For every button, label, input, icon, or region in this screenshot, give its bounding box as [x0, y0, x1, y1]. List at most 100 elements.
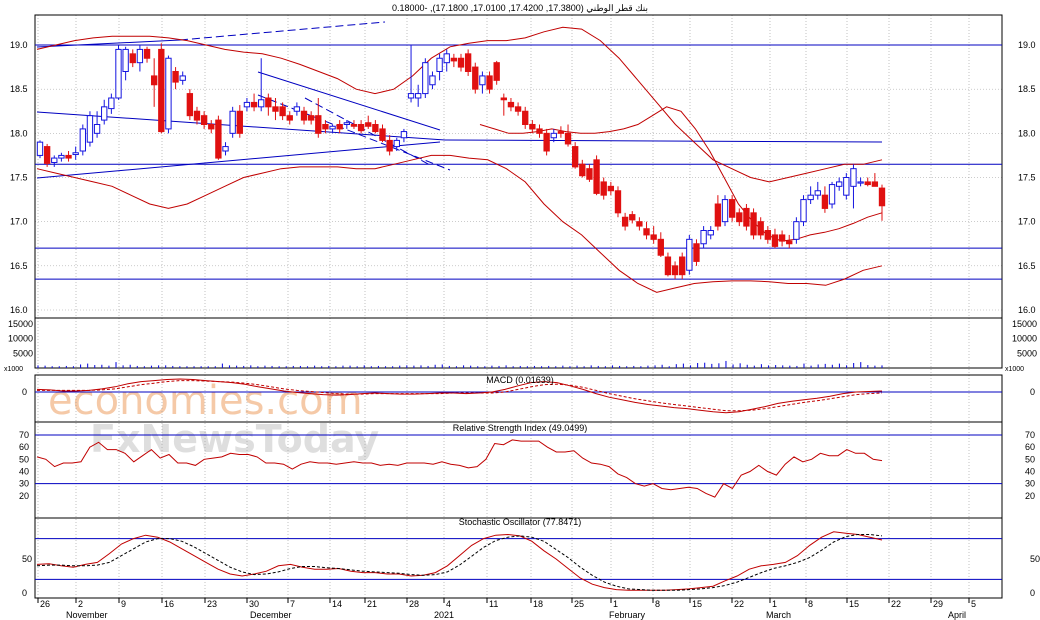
- candle-body: [365, 122, 372, 127]
- price-tick-label-right: 17.5: [1018, 173, 1036, 183]
- candle-body: [443, 53, 450, 64]
- candle-body: [529, 124, 536, 130]
- price-tick-label-right: 18.5: [1018, 84, 1036, 94]
- candlesticks: [36, 43, 886, 280]
- date-tick-label: 25: [574, 599, 584, 609]
- candle-body: [93, 124, 101, 134]
- candle-body: [857, 181, 864, 184]
- candle-body: [564, 132, 572, 145]
- candle-body: [522, 110, 529, 125]
- candle-body: [664, 256, 672, 276]
- candle-body: [543, 132, 550, 152]
- rsi-tick-label-right: 60: [1025, 442, 1035, 452]
- candle-body: [871, 181, 879, 187]
- price-tick-label-left: 16.0: [10, 305, 28, 315]
- candle-body: [750, 212, 757, 236]
- date-tick-label: 9: [121, 599, 126, 609]
- rsi-tick-label-right: 30: [1025, 479, 1035, 489]
- candle-body: [72, 152, 79, 156]
- macd-signal-line: [37, 380, 883, 412]
- candle-body: [386, 139, 393, 152]
- volume-unit-left: x1000: [4, 366, 23, 373]
- candle-body: [486, 75, 493, 90]
- candle-body: [143, 48, 151, 59]
- date-tick-label: 29: [933, 599, 943, 609]
- candle-body: [557, 131, 565, 134]
- candle-body: [700, 230, 707, 245]
- candle-body: [51, 157, 58, 163]
- trendline: [444, 139, 883, 143]
- candle-body: [493, 62, 500, 81]
- rsi-tick-label-left: 60: [19, 442, 29, 452]
- candle-body: [679, 256, 686, 276]
- watermark: economies.com FxNewsToday: [48, 378, 379, 461]
- candle-body: [101, 106, 108, 121]
- candle-body: [707, 230, 714, 236]
- date-tick-label: 26: [40, 599, 50, 609]
- candle-body: [422, 62, 429, 95]
- candle-body: [172, 71, 179, 83]
- candle-body: [472, 66, 479, 90]
- price-tick-label-left: 18.0: [10, 128, 28, 138]
- candle-body: [757, 221, 764, 236]
- candle-body: [721, 199, 729, 223]
- price-tick-label-right: 16.0: [1018, 305, 1036, 315]
- candle-body: [450, 57, 458, 62]
- candle-body: [186, 93, 194, 117]
- candle-body: [864, 181, 871, 186]
- candle-body: [429, 75, 436, 86]
- volume-tick-label-left: 10000: [8, 334, 33, 344]
- stoch-tick-label-left: 0: [22, 588, 27, 598]
- stoch-d-line: [36, 534, 883, 591]
- candle-body: [158, 48, 165, 133]
- candle-body: [379, 128, 386, 141]
- candle-body: [272, 106, 279, 112]
- bollinger-upper-line: [36, 26, 883, 183]
- price-tick-label-left: 17.0: [10, 217, 28, 227]
- trendline: [179, 21, 386, 41]
- stoch-k-line: [36, 531, 883, 591]
- month-label: April: [948, 610, 966, 620]
- date-tick-label: 23: [207, 599, 217, 609]
- date-tick-label: 28: [409, 599, 419, 609]
- candle-body: [643, 228, 650, 236]
- candle-body: [415, 93, 422, 99]
- candle-body: [500, 97, 507, 101]
- volume-tick-label-right: 5000: [1017, 348, 1037, 358]
- date-tick-label: 21: [367, 599, 377, 609]
- candle-body: [179, 75, 186, 81]
- candle-body: [457, 57, 465, 68]
- month-label: 2021: [434, 610, 454, 620]
- candle-body: [579, 163, 586, 177]
- candle-body: [43, 146, 51, 164]
- candle-body: [36, 141, 44, 156]
- price-tick-label-left: 18.5: [10, 84, 28, 94]
- candle-body: [786, 240, 793, 245]
- candle-body: [507, 101, 515, 108]
- candle-body: [479, 75, 486, 86]
- candle-body: [778, 234, 786, 242]
- candle-body: [764, 230, 772, 240]
- candle-body: [821, 194, 829, 209]
- candle-body: [86, 115, 94, 143]
- candle-body: [593, 159, 600, 194]
- candle-body: [329, 125, 336, 130]
- candle-body: [800, 199, 807, 223]
- candle-body: [215, 119, 222, 159]
- candle-body: [307, 115, 315, 121]
- candle-body: [115, 48, 122, 99]
- stoch-title: Stochastic Oscillator (77.8471): [459, 517, 582, 527]
- rsi-tick-label-right: 70: [1025, 430, 1035, 440]
- candle-body: [258, 99, 265, 108]
- rsi-tick-label-left: 30: [19, 479, 29, 489]
- date-tick-label: 1: [772, 599, 777, 609]
- candle-body: [236, 110, 243, 134]
- price-tick-label-right: 17.0: [1018, 217, 1036, 227]
- candle-body: [243, 101, 251, 108]
- candle-body: [571, 146, 579, 168]
- candle-body: [265, 97, 272, 108]
- candle-body: [208, 124, 215, 130]
- price-tick-label-right: 16.5: [1018, 261, 1036, 271]
- date-tick-label: 22: [734, 599, 744, 609]
- rsi-tick-label-right: 40: [1025, 467, 1035, 477]
